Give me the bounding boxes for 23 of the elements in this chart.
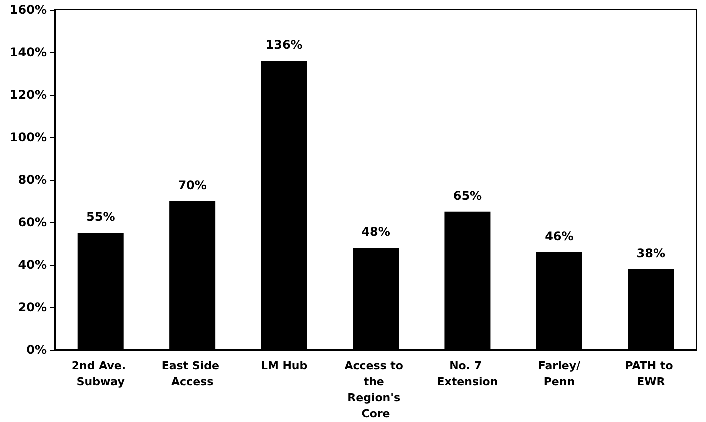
y-tick-label: 160% — [10, 3, 47, 17]
data-label: 65% — [453, 188, 482, 203]
x-tick-label: Farley/Penn — [538, 360, 582, 388]
y-tick-label: 120% — [10, 88, 47, 102]
y-tick-label: 60% — [18, 216, 47, 230]
y-tick-label: 100% — [10, 130, 47, 144]
x-tick-label: East Side Access — [162, 360, 224, 388]
y-tick-label: 80% — [18, 173, 47, 187]
y-tick-label: 20% — [18, 300, 47, 314]
data-label: 136% — [266, 38, 303, 52]
x-tick-label: PATH to EWR — [625, 360, 678, 388]
data-label: 46% — [545, 229, 574, 244]
x-tick-label: Access to the Region's Core — [344, 360, 408, 420]
y-tick-label: 40% — [18, 258, 47, 272]
x-tick-label: No. 7 Extension — [437, 360, 498, 388]
y-tick-label: 0% — [26, 343, 47, 357]
x-tick-label: LM Hub — [260, 360, 308, 372]
data-label: 38% — [636, 246, 666, 260]
data-label: 48% — [362, 225, 390, 239]
data-label: 70% — [178, 178, 207, 192]
x-tick-label: 2nd Ave. Subway — [72, 360, 130, 388]
y-tick-label: 140% — [10, 46, 47, 60]
data-label: 55% — [86, 210, 116, 224]
